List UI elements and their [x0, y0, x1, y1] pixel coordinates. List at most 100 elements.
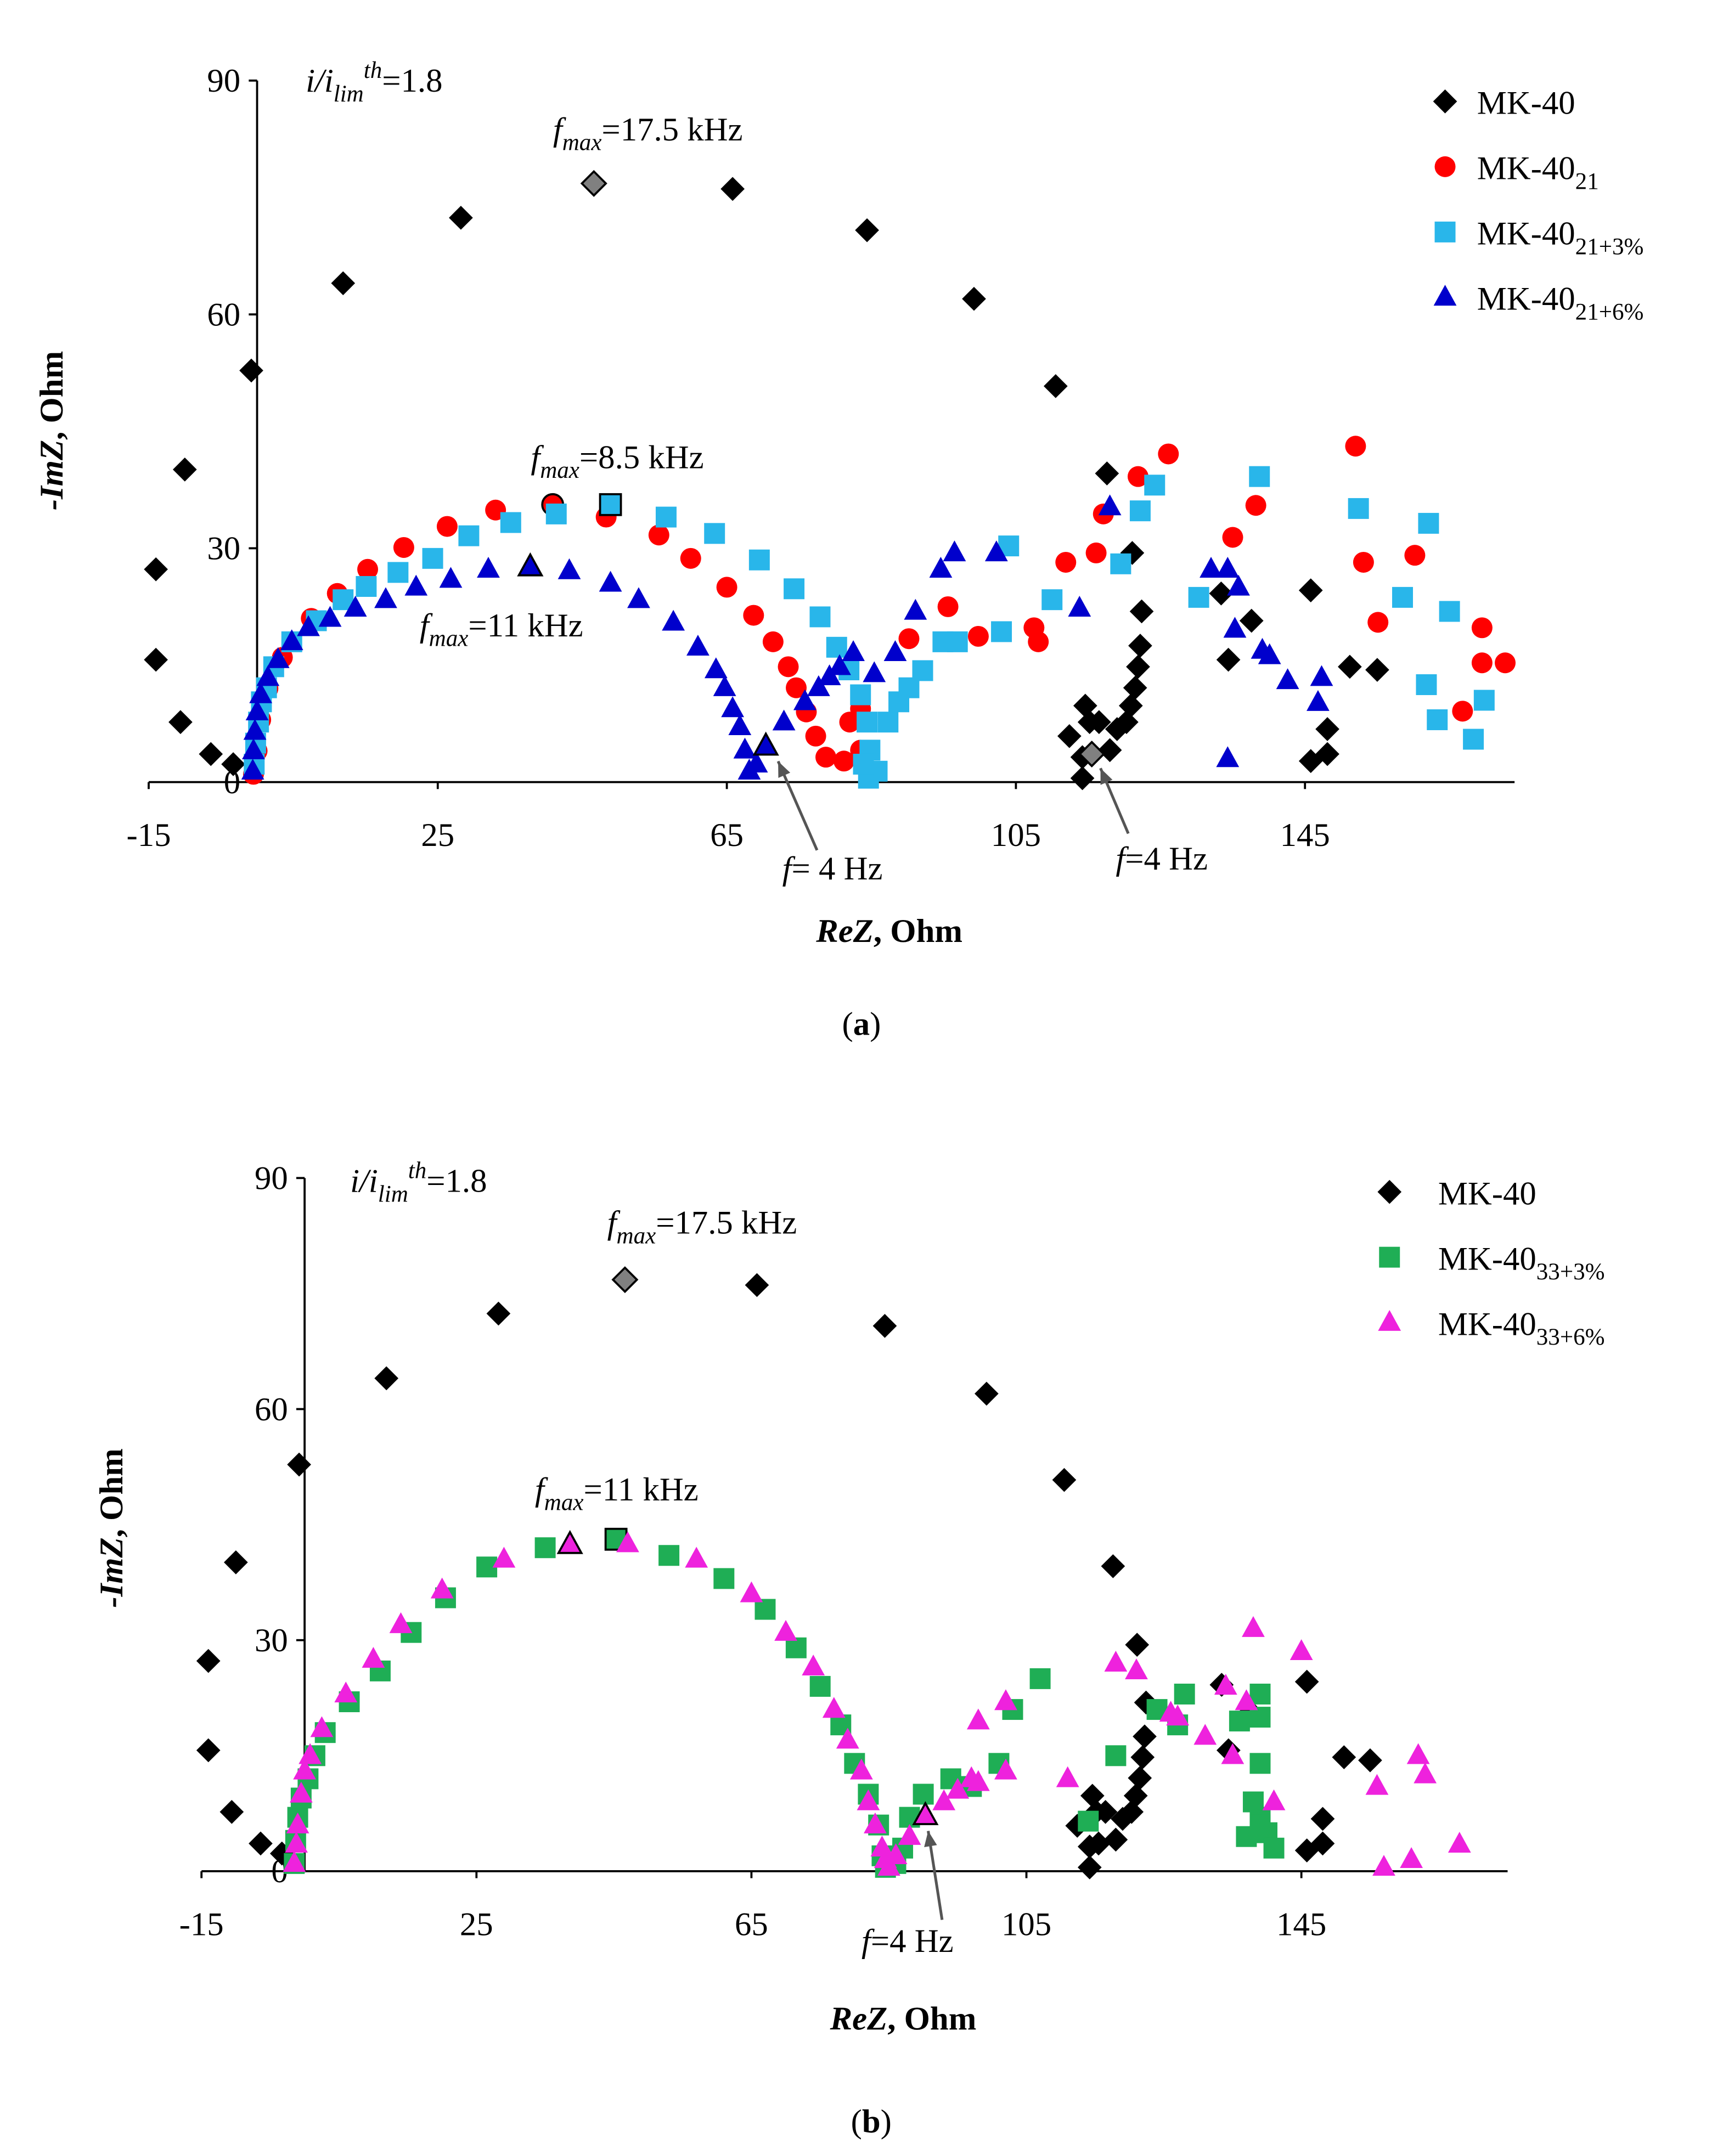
marker	[1310, 665, 1333, 686]
marker	[334, 1681, 358, 1703]
marker	[1188, 586, 1209, 608]
marker	[947, 631, 968, 652]
marker	[686, 635, 710, 656]
legend-name: MK-40	[1438, 1306, 1536, 1342]
marker	[374, 587, 397, 608]
marker	[1216, 556, 1240, 578]
marker	[310, 1716, 334, 1737]
marker	[807, 675, 830, 696]
legend-name: MK-40	[1438, 1175, 1536, 1212]
marker	[648, 524, 669, 546]
marker	[836, 1728, 859, 1749]
marker	[1473, 690, 1495, 711]
marker	[556, 1529, 583, 1554]
marker	[870, 1835, 894, 1856]
marker	[1263, 1837, 1285, 1859]
text-part: =17.5 kHz	[656, 1205, 797, 1241]
marker	[1073, 693, 1097, 718]
x-tick-label: 105	[1001, 1906, 1051, 1943]
marker	[1404, 545, 1426, 566]
marker	[387, 562, 409, 583]
marker	[1348, 498, 1369, 519]
marker	[545, 503, 567, 524]
marker	[1158, 443, 1179, 465]
marker	[172, 458, 197, 482]
text-part: =1.8	[382, 63, 442, 99]
marker	[1104, 1651, 1128, 1672]
text-part: =4 Hz	[1125, 840, 1208, 877]
marker	[898, 1824, 921, 1845]
legend-marker	[1433, 89, 1457, 114]
marker	[994, 1758, 1017, 1780]
x-tick-label: 145	[1276, 1906, 1326, 1943]
marker	[713, 675, 736, 696]
y-tick-label: 30	[255, 1622, 288, 1659]
marker	[517, 552, 544, 577]
marker	[1214, 1674, 1237, 1695]
marker	[266, 647, 290, 668]
marker	[912, 1801, 939, 1825]
panel-label: (a)	[842, 1006, 881, 1043]
marker	[1078, 740, 1106, 768]
marker	[558, 558, 581, 579]
marker	[828, 654, 851, 675]
series	[241, 494, 1333, 780]
legend-marker	[1378, 1310, 1401, 1331]
marker	[1041, 589, 1063, 611]
marker	[1249, 466, 1270, 487]
marker	[1029, 1668, 1051, 1689]
marker	[1216, 746, 1240, 767]
x-tick-label: -15	[179, 1906, 224, 1943]
text-part: , Ohm	[874, 913, 962, 950]
text-part: th	[408, 1158, 426, 1183]
text-part: i/i	[306, 63, 334, 99]
legend-name: MK-40	[1477, 150, 1575, 187]
x-tick-label: 25	[460, 1906, 493, 1943]
marker	[1358, 1748, 1382, 1773]
marker	[1227, 574, 1250, 596]
marker	[740, 1581, 763, 1602]
text-part: , Ohm	[93, 1448, 130, 1537]
marker	[994, 1689, 1017, 1711]
text-part: -ImZ	[33, 440, 70, 510]
marker	[1055, 551, 1077, 573]
marker	[1392, 586, 1413, 608]
marker	[720, 177, 745, 201]
marker	[754, 1599, 776, 1620]
marker	[943, 540, 966, 562]
marker	[809, 1675, 831, 1697]
marker	[1101, 1554, 1125, 1578]
marker	[658, 1545, 680, 1566]
y-tick-label: 90	[207, 63, 240, 99]
marker	[857, 1789, 880, 1810]
marker	[1367, 612, 1389, 633]
marker	[772, 709, 796, 731]
panel-label: (b)	[851, 2103, 892, 2140]
legend-label: MK-40	[1477, 85, 1575, 122]
x-tick-label: 65	[710, 817, 744, 854]
text-part: =11 kHz	[584, 1471, 699, 1508]
marker	[822, 1697, 846, 1718]
legend-name: MK-40	[1477, 216, 1575, 252]
marker	[1128, 1766, 1152, 1790]
marker	[745, 1273, 769, 1297]
marker	[1414, 1762, 1437, 1784]
marker	[853, 753, 874, 775]
marker	[289, 1781, 313, 1803]
marker	[833, 750, 854, 772]
text-part: )	[881, 2103, 892, 2140]
marker	[913, 1784, 934, 1805]
legend-marker	[1433, 285, 1457, 306]
marker	[826, 636, 847, 658]
marker	[486, 1301, 511, 1326]
marker	[842, 640, 865, 661]
marker	[929, 556, 953, 578]
marker	[685, 1547, 708, 1568]
text-part: i/i	[350, 1163, 378, 1200]
marker	[1249, 1707, 1271, 1728]
marker	[1463, 729, 1484, 750]
marker	[1290, 1639, 1313, 1660]
marker	[1129, 500, 1151, 522]
